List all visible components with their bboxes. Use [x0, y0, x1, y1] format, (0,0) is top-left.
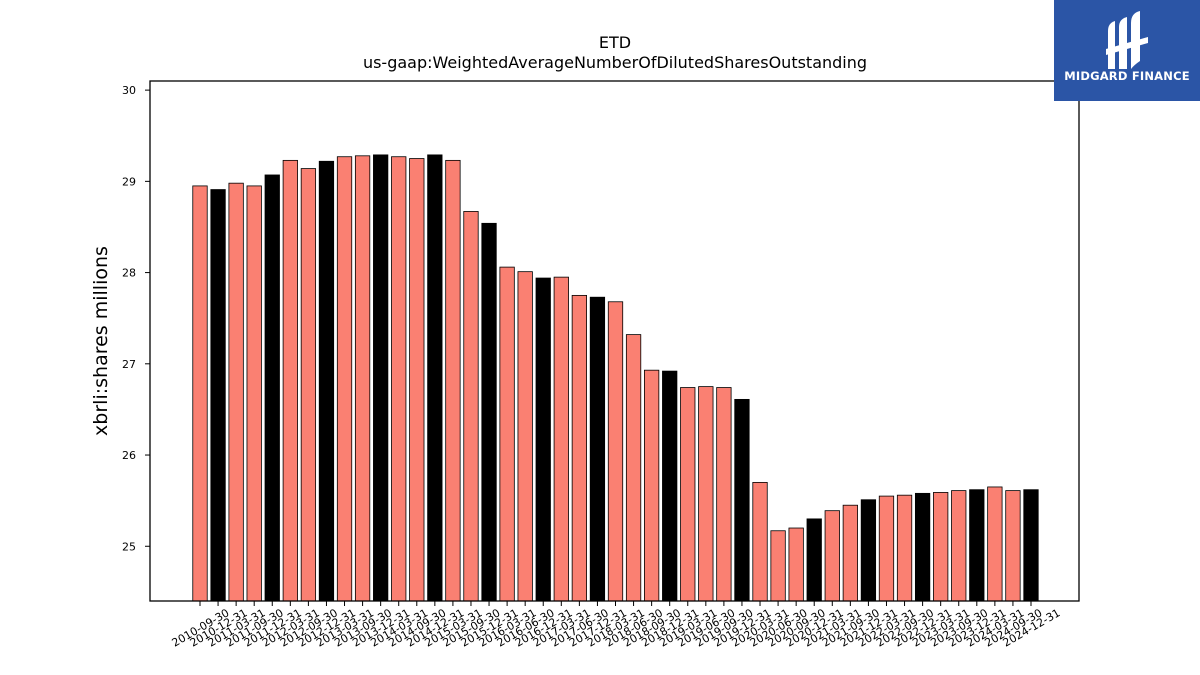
bar-2020-12-31 — [806, 518, 822, 602]
bar-2024-12-31 — [1023, 489, 1039, 602]
bar-2014-09-30 — [409, 158, 425, 602]
bar-2012-03-31 — [282, 159, 298, 602]
bar-2023-09-30 — [951, 490, 967, 602]
bar-2018-06-30 — [625, 334, 642, 602]
bar-2024-03-31 — [987, 486, 1003, 602]
y-tick-label: 30 — [122, 84, 136, 97]
bar-2021-12-31 — [860, 499, 877, 602]
y-tick-label: 29 — [122, 175, 136, 188]
bar-2013-12-31 — [373, 154, 389, 602]
bars-group — [192, 154, 1039, 602]
bar-2023-12-31 — [969, 489, 985, 602]
bar-2020-06-30 — [770, 530, 786, 602]
bar-2011-12-31 — [264, 174, 280, 602]
bar-2013-09-30 — [354, 155, 371, 602]
bar-2018-12-31 — [662, 370, 678, 602]
bar-2017-06-30 — [571, 294, 587, 602]
y-axis: 25 26 27 28 29 30 — [122, 84, 150, 553]
x-axis: 2010-09-302010-12-312011-03-312011-09-30… — [170, 601, 1063, 650]
bar-2017-12-31 — [589, 296, 606, 602]
midgard-finance-logo-icon — [1106, 11, 1148, 69]
bar-2018-09-30 — [644, 369, 660, 602]
midgard-finance-logo: MIDGARD FINANCE — [1054, 0, 1200, 101]
bar-2021-03-31 — [824, 510, 840, 602]
bar-2018-03-31 — [607, 301, 624, 602]
bar-2015-12-31 — [481, 222, 497, 602]
bar-2015-03-31 — [445, 159, 461, 602]
y-tick-label: 26 — [122, 449, 136, 462]
bar-2024-09-30 — [1005, 490, 1021, 602]
bar-2011-03-31 — [228, 182, 244, 602]
bar-2015-09-30 — [463, 211, 479, 602]
bar-2020-09-30 — [788, 527, 804, 602]
chart-subtitle: us-gaap:WeightedAverageNumberOfDilutedSh… — [363, 53, 867, 72]
bar-2020-03-31 — [752, 481, 768, 602]
bar-2012-12-31 — [318, 160, 335, 602]
bar-2019-12-31 — [734, 398, 750, 602]
bar-2014-03-31 — [391, 156, 407, 602]
bar-2016-06-30 — [517, 271, 533, 602]
y-tick-label: 25 — [122, 540, 136, 553]
logo-text: MIDGARD FINANCE — [1064, 69, 1190, 83]
y-tick-label: 28 — [122, 267, 136, 280]
bar-2022-09-30 — [896, 494, 913, 602]
bar-2019-03-31 — [680, 387, 696, 602]
bar-2014-12-31 — [427, 154, 443, 602]
bar-2019-09-30 — [716, 387, 732, 602]
bar-2010-12-31 — [210, 189, 226, 602]
y-tick-label: 27 — [122, 358, 136, 371]
bar-2021-09-30 — [842, 504, 858, 602]
bar-2022-12-31 — [914, 492, 931, 602]
plot-frame — [149, 80, 1080, 602]
bar-2016-03-31 — [499, 266, 515, 602]
bar-2022-03-31 — [878, 495, 895, 602]
bar-2023-03-31 — [933, 492, 949, 602]
bar-2011-09-30 — [246, 185, 262, 602]
bar-2016-12-31 — [535, 277, 551, 602]
bar-2013-03-31 — [336, 156, 353, 602]
y-axis-label: xbrli:shares millions — [90, 246, 112, 436]
chart-title: ETD — [599, 33, 631, 52]
bar-2019-06-30 — [698, 386, 714, 602]
bar-2010-09-30 — [192, 185, 208, 602]
bar-2017-03-31 — [553, 276, 569, 602]
bar-2012-09-30 — [300, 168, 317, 602]
